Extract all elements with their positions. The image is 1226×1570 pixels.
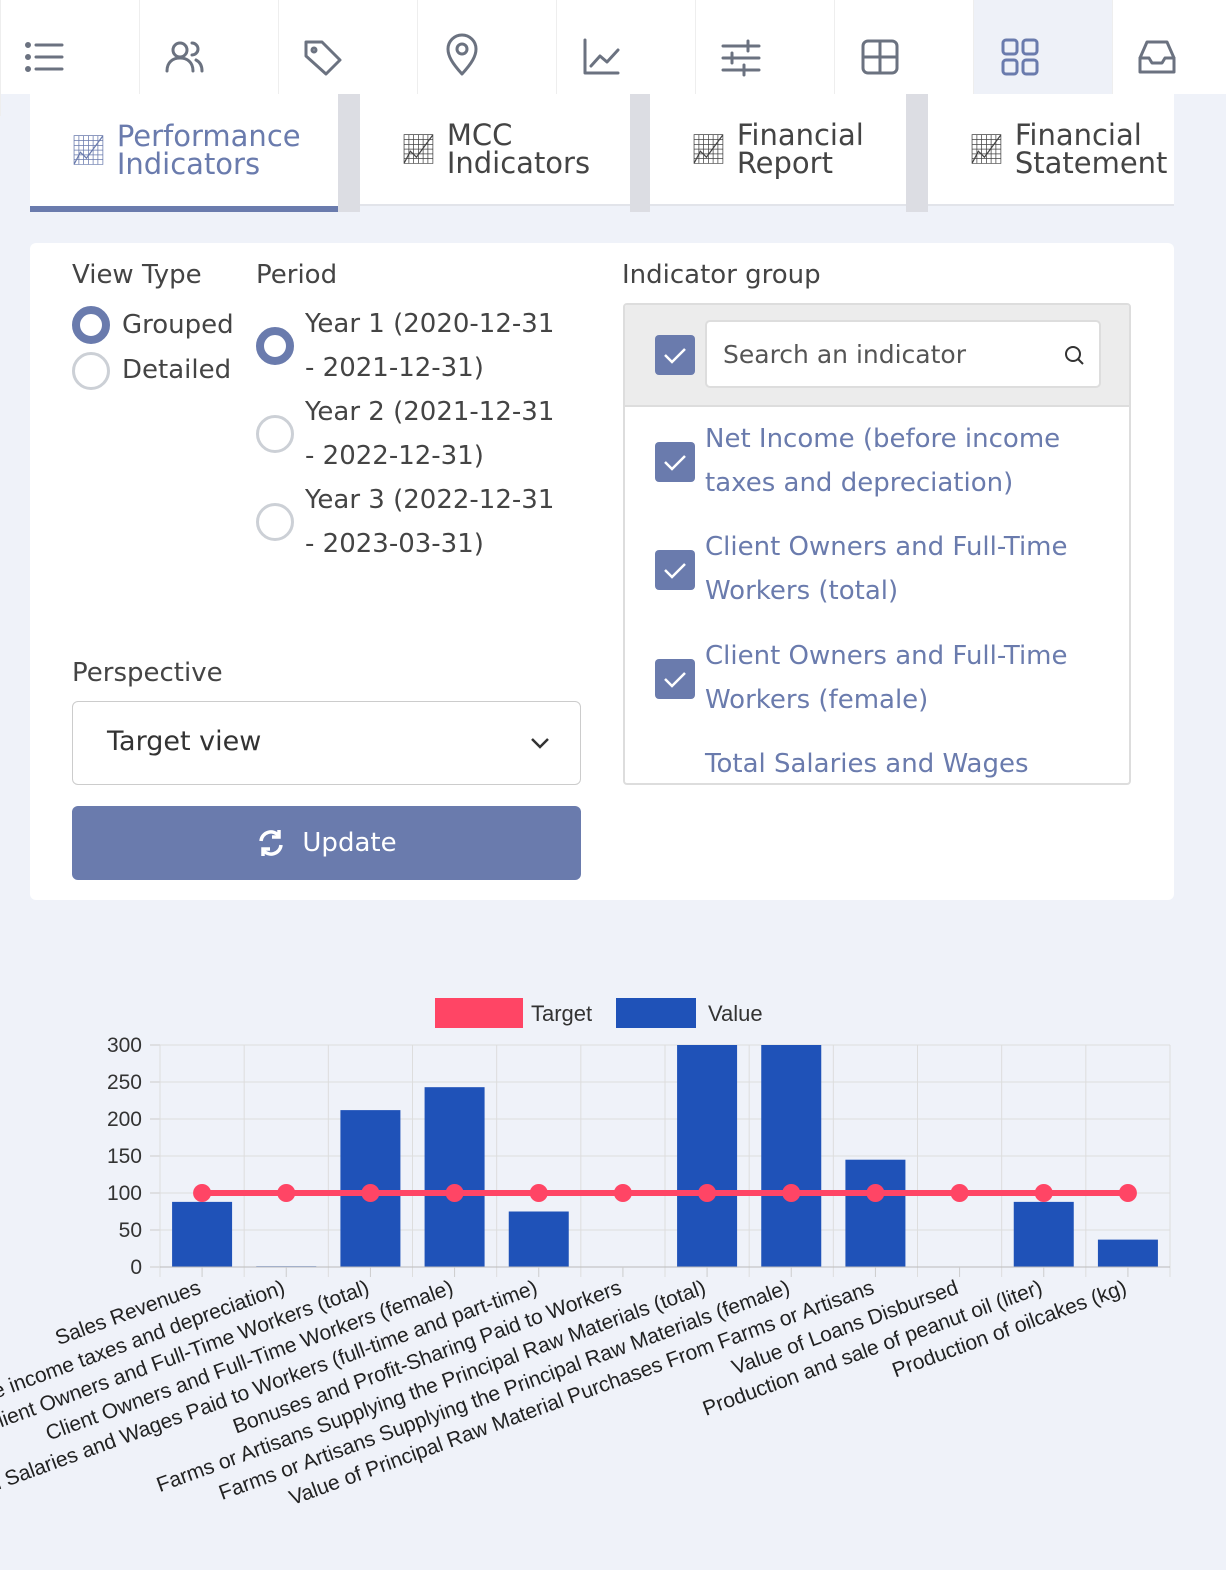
tab[interactable]: 📈︎ Financial Report xyxy=(650,94,906,206)
bar xyxy=(1097,1239,1158,1267)
nav-cell[interactable] xyxy=(1112,0,1226,116)
icon-users[interactable] xyxy=(165,41,204,73)
radio-label: Year 2 (2021-12-31 - 2022-12-31) xyxy=(305,397,555,471)
nav-cell[interactable] xyxy=(556,0,695,116)
target-point xyxy=(782,1184,801,1202)
radio[interactable] xyxy=(256,415,294,453)
radio[interactable] xyxy=(72,306,110,344)
tab-label: Financial Statement xyxy=(1014,118,1168,180)
target-point xyxy=(950,1184,969,1202)
bar xyxy=(845,1159,906,1267)
indicator-group-label: Indicator group xyxy=(622,260,821,290)
bar xyxy=(677,1045,738,1267)
icon-inbox[interactable] xyxy=(1138,40,1176,74)
tab[interactable]: 📈︎ Financial Statement xyxy=(928,94,1174,206)
target-point xyxy=(866,1184,885,1202)
bar xyxy=(761,1045,822,1267)
button-label: Update xyxy=(302,828,397,858)
radio-label: Year 3 (2022-12-31 - 2023-03-31) xyxy=(305,485,555,559)
checkbox[interactable] xyxy=(655,442,695,482)
target-point xyxy=(613,1184,632,1202)
nav-cell[interactable] xyxy=(278,0,417,116)
y-tick-label: 50 xyxy=(119,1219,142,1242)
tab-label: Performance Indicators xyxy=(116,119,301,181)
icon-tag[interactable] xyxy=(304,40,342,76)
nav-icons xyxy=(25,33,1176,77)
search-input[interactable]: Search an indicator xyxy=(705,320,1101,388)
checkbox[interactable] xyxy=(655,335,695,375)
icon-grid[interactable] xyxy=(1001,38,1039,76)
target-point xyxy=(445,1184,464,1202)
select[interactable]: Target view xyxy=(72,701,581,785)
search-placeholder: Search an indicator xyxy=(723,340,966,369)
legend-label: Target xyxy=(531,1001,592,1026)
tab-label: Financial Report xyxy=(736,118,864,180)
y-tick-label: 150 xyxy=(107,1145,142,1168)
view-type-label: View Type xyxy=(72,260,202,290)
icon-chart[interactable] xyxy=(583,38,620,75)
radio[interactable] xyxy=(256,327,294,365)
bar xyxy=(172,1201,233,1267)
refresh-icon xyxy=(259,830,284,856)
y-tick-label: 100 xyxy=(107,1182,142,1205)
select-value: Target view xyxy=(107,726,262,757)
target-point xyxy=(1118,1184,1137,1202)
search-icon xyxy=(1065,346,1084,365)
nav-cell[interactable] xyxy=(0,0,139,116)
target-point xyxy=(1034,1184,1053,1202)
radio-label: Year 1 (2020-12-31 - 2021-12-31) xyxy=(305,309,555,383)
period-label: Period xyxy=(256,260,338,290)
tab[interactable]: 📈︎ Performance Indicators xyxy=(30,94,338,212)
checkbox[interactable] xyxy=(655,550,695,590)
tab-gap xyxy=(338,94,360,212)
radio[interactable] xyxy=(72,352,110,390)
target-point xyxy=(361,1184,380,1202)
radio-label: Grouped xyxy=(122,310,234,340)
legend-swatch xyxy=(435,998,523,1028)
y-tick-label: 200 xyxy=(107,1108,142,1131)
icon-pin[interactable] xyxy=(446,33,478,76)
radio-label: Detailed xyxy=(122,355,232,385)
nav-cell[interactable] xyxy=(139,0,278,116)
indicator-item[interactable]: Total Salaries and Wages xyxy=(705,749,1029,779)
tab-gap xyxy=(906,94,928,212)
bar xyxy=(1013,1201,1074,1267)
icon-table[interactable] xyxy=(861,39,899,75)
update-button[interactable]: Update xyxy=(72,806,581,880)
y-tick-label: 0 xyxy=(130,1256,142,1279)
radio[interactable] xyxy=(256,503,294,541)
chevron xyxy=(531,738,549,749)
bar xyxy=(424,1087,485,1267)
indicator-box: Search an indicator Net Income (before i… xyxy=(623,303,1131,785)
target-point xyxy=(529,1184,548,1202)
icon-list[interactable] xyxy=(25,42,64,72)
bar xyxy=(508,1211,569,1267)
target-point xyxy=(698,1184,717,1202)
legend-label: Value xyxy=(708,1001,763,1026)
icon-sliders[interactable] xyxy=(721,39,761,77)
indicator-item[interactable]: Net Income (before income taxes and depr… xyxy=(705,424,1061,498)
target-point xyxy=(277,1184,296,1202)
nav-cell[interactable] xyxy=(695,0,834,116)
indicator-item[interactable]: Client Owners and Full-Time Workers (fem… xyxy=(705,641,1068,715)
legend-swatch xyxy=(616,998,696,1028)
tab[interactable]: 📈︎ MCC Indicators xyxy=(360,94,630,206)
tab-label: MCC Indicators xyxy=(446,118,591,180)
indicator-item[interactable]: Client Owners and Full-Time Workers (tot… xyxy=(705,532,1068,606)
target-point xyxy=(193,1184,212,1202)
checkbox[interactable] xyxy=(655,659,695,699)
perspective-label: Perspective xyxy=(72,658,223,688)
tab-gap xyxy=(630,94,650,212)
y-tick-label: 250 xyxy=(107,1071,142,1094)
nav-cell[interactable] xyxy=(417,0,556,116)
nav-cell[interactable] xyxy=(834,0,973,116)
y-tick-label: 300 xyxy=(107,1034,142,1057)
